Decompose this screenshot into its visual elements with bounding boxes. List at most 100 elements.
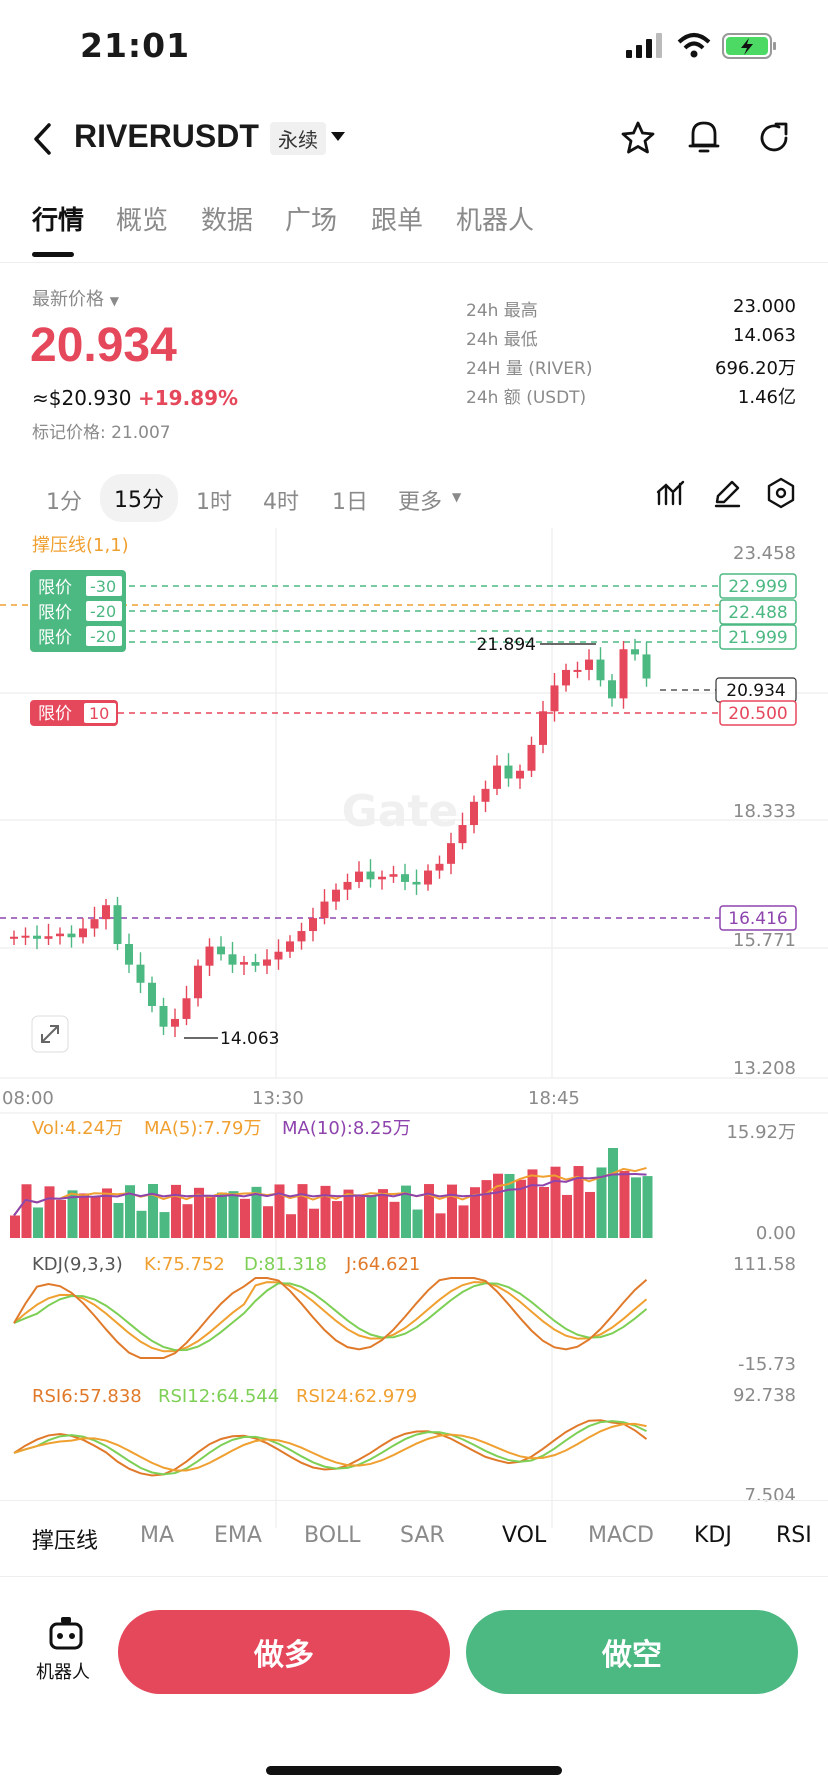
order-qty: -30 xyxy=(90,577,116,596)
interval-more[interactable]: 更多 xyxy=(398,490,443,515)
interval-4h[interactable]: 4时 xyxy=(263,490,299,515)
kdj-label: KDJ(9,3,3) xyxy=(32,1254,123,1275)
wifi-icon xyxy=(677,33,711,58)
volume-bar xyxy=(642,1176,653,1238)
volume-bar xyxy=(631,1177,641,1238)
ma10-label: MA(10):8.25万 xyxy=(282,1118,411,1139)
buy-order-tag[interactable]: 限价 10 xyxy=(30,700,118,726)
tab-data[interactable]: 数据 xyxy=(201,206,254,236)
volume-bar xyxy=(527,1169,538,1238)
tab-overview[interactable]: 概览 xyxy=(116,206,169,236)
settings-hex-icon[interactable] xyxy=(766,477,796,509)
volume-bar xyxy=(90,1196,101,1238)
interval-1m[interactable]: 1分 xyxy=(46,490,82,515)
interval-15m[interactable]: 15分 xyxy=(100,474,178,522)
kdj-bottom: -15.73 xyxy=(738,1354,796,1375)
volume-bar xyxy=(10,1215,20,1238)
candles xyxy=(10,638,651,1038)
candle xyxy=(516,770,524,779)
kdj-k: K:75.752 xyxy=(144,1254,225,1275)
tab-square[interactable]: 广场 xyxy=(285,206,338,236)
rsi12-label: RSI12:64.544 xyxy=(158,1386,279,1407)
star-icon[interactable] xyxy=(620,120,656,156)
order-text: 限价 xyxy=(38,603,72,623)
robot-icon xyxy=(49,1617,83,1650)
candle xyxy=(481,788,490,802)
y-tick: 13.208 xyxy=(733,1058,796,1079)
pencil-icon[interactable] xyxy=(712,478,742,508)
volume-bar xyxy=(401,1185,411,1238)
volume-bar xyxy=(343,1189,354,1238)
kdj-top: 111.58 xyxy=(733,1254,796,1275)
candle xyxy=(297,931,306,942)
order-price-tag: 20.500 xyxy=(728,704,787,724)
volume-bar xyxy=(228,1191,239,1238)
long-button[interactable]: 做多 xyxy=(118,1610,450,1694)
ind-tab-kdj[interactable]: KDJ xyxy=(694,1523,732,1548)
ma5-label: MA(5):7.79万 xyxy=(144,1118,261,1139)
bell-icon[interactable] xyxy=(686,118,722,156)
contract-badge[interactable]: 永续 xyxy=(270,122,326,155)
y-tick: 23.458 xyxy=(733,543,796,564)
candle xyxy=(320,901,329,919)
candle xyxy=(228,954,237,965)
short-button[interactable]: 做空 xyxy=(466,1610,798,1694)
refresh-icon[interactable] xyxy=(756,120,792,156)
kline-chart[interactable]: Gate 撑压线(1,1) 23.458 18.333 15.771 13.20… xyxy=(0,528,828,1528)
low-label: 14.063 xyxy=(220,1029,279,1049)
home-indicator xyxy=(266,1766,562,1775)
divider xyxy=(0,262,828,263)
ind-tab-rsi[interactable]: RSI xyxy=(776,1523,812,1548)
volume-bar xyxy=(79,1193,89,1238)
interval-1h[interactable]: 1时 xyxy=(196,490,232,515)
ind-tab-boll[interactable]: BOLL xyxy=(304,1523,361,1548)
tab-copy-trade[interactable]: 跟单 xyxy=(371,206,424,236)
ind-tab-sr[interactable]: 撑压线 xyxy=(32,1529,99,1554)
candle xyxy=(470,801,478,826)
candle xyxy=(182,998,191,1019)
price-label-row[interactable]: 最新价格 ▼ xyxy=(32,285,119,311)
rsi24-line xyxy=(13,1422,647,1472)
tab-robot[interactable]: 机器人 xyxy=(456,206,535,236)
volume-bar xyxy=(33,1207,43,1238)
volume-bar xyxy=(504,1173,515,1238)
order-text: 限价 xyxy=(38,628,72,648)
indicator-label: 撑压线(1,1) xyxy=(32,535,129,556)
ind-tab-macd[interactable]: MACD xyxy=(588,1523,654,1548)
chevron-down-icon[interactable] xyxy=(330,131,346,143)
ind-tab-vol[interactable]: VOL xyxy=(502,1523,547,1548)
volume-bars xyxy=(10,1148,653,1238)
divider xyxy=(0,1576,828,1577)
volume-bar xyxy=(159,1212,170,1238)
candle xyxy=(90,919,99,929)
volume-bar xyxy=(320,1185,331,1238)
ind-tab-ema[interactable]: EMA xyxy=(214,1523,262,1548)
robot-button[interactable]: 机器人 xyxy=(30,1616,104,1686)
volume-bar xyxy=(240,1198,250,1238)
volume-bar xyxy=(412,1209,423,1238)
x-tick: 18:45 xyxy=(528,1088,580,1109)
expand-button[interactable] xyxy=(31,1015,69,1053)
volume-bar xyxy=(182,1204,193,1238)
interval-1d[interactable]: 1日 xyxy=(332,490,368,515)
volume-bar xyxy=(217,1192,227,1238)
candle xyxy=(366,871,375,880)
pair-title[interactable]: RIVERUSDT xyxy=(74,118,259,154)
sell-order-tags[interactable]: 限价 限价 限价 -30 -20 -20 xyxy=(30,570,126,652)
usd-price: ≈$20.930 xyxy=(32,386,132,410)
volume-bar xyxy=(274,1184,285,1238)
ind-tab-sar[interactable]: SAR xyxy=(400,1523,445,1548)
volume-bar xyxy=(125,1185,135,1238)
ind-tab-ma[interactable]: MA xyxy=(140,1523,175,1548)
indicator-icon[interactable] xyxy=(656,478,686,508)
tab-market[interactable]: 行情 xyxy=(32,206,85,236)
volume-bar xyxy=(309,1208,319,1238)
candle xyxy=(401,874,409,882)
caret-down-icon: ▼ xyxy=(452,490,462,504)
candle xyxy=(447,843,455,864)
mark-price: 标记价格: 21.007 xyxy=(32,423,171,443)
volume-bar xyxy=(366,1195,377,1238)
volume-bar xyxy=(263,1206,273,1238)
volume-bar xyxy=(148,1184,158,1238)
back-icon[interactable] xyxy=(30,122,54,156)
